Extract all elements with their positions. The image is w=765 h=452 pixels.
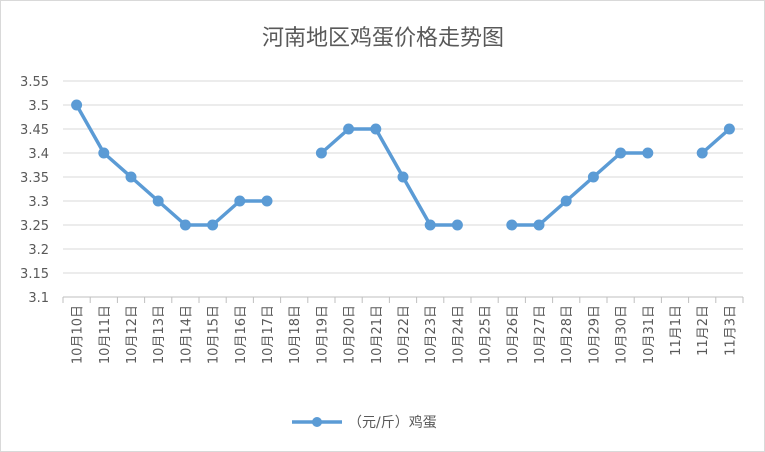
data-point [261, 195, 273, 207]
data-point [642, 147, 654, 159]
x-tick-label: 10月31日 [642, 305, 657, 364]
data-point [533, 219, 545, 231]
x-tick-label: 10月28日 [560, 305, 575, 364]
y-tick-label: 3.15 [20, 267, 49, 282]
data-point [71, 99, 83, 111]
x-tick-label: 10月23日 [424, 305, 439, 364]
x-tick-label: 11月1日 [669, 305, 684, 356]
data-point [98, 147, 110, 159]
series-path [74, 103, 732, 227]
data-point [560, 195, 572, 207]
x-tick-label: 10月17日 [261, 305, 276, 364]
data-point [696, 147, 708, 159]
x-axis: 10月10日 10月11日 10月12日 10月13日 10月14日 10月15日 10月1… [62, 296, 744, 364]
data-point [179, 219, 191, 231]
x-tick-label: 10月25日 [479, 305, 494, 364]
x-tick-label: 11月2日 [696, 305, 711, 356]
data-point [615, 147, 627, 159]
gridlines [63, 80, 743, 298]
x-tick-label: 10月12日 [125, 305, 140, 364]
data-point [424, 219, 436, 231]
x-tick-label: 10月10日 [71, 305, 86, 364]
data-point [315, 147, 327, 159]
data-point [587, 171, 599, 183]
data-point [397, 171, 409, 183]
x-tick-label: 10月21日 [370, 305, 385, 364]
y-tick-label: 3.2 [28, 243, 49, 258]
x-tick-label: 11月3日 [723, 305, 738, 356]
data-point [506, 219, 518, 231]
x-tick-label: 10月15日 [207, 305, 222, 364]
y-tick-label: 3.55 [20, 75, 49, 90]
data-point [234, 195, 246, 207]
x-tick-label: 10月16日 [234, 305, 249, 364]
x-tick-label: 10月13日 [152, 305, 167, 364]
series-line [71, 99, 735, 231]
data-point [451, 219, 463, 231]
y-tick-label: 3.25 [20, 219, 49, 234]
data-point [207, 219, 219, 231]
x-tick-label: 10月24日 [451, 305, 466, 364]
x-tick-label: 10月18日 [288, 305, 303, 364]
data-point [723, 123, 735, 135]
x-tick-label: 10月20日 [343, 305, 358, 364]
y-axis-ticks: 3.1 3.15 3.2 3.25 3.3 3.35 3.4 3.45 3.5 3.55 [20, 75, 49, 306]
x-tick-label: 10月29日 [587, 305, 602, 364]
legend-label: （元/斤）鸡蛋 [348, 414, 437, 431]
x-tick-label: 10月22日 [397, 305, 412, 364]
y-tick-label: 3.5 [28, 99, 49, 114]
chart-title: 河南地区鸡蛋价格走势图 [262, 26, 504, 51]
y-tick-label: 3.1 [28, 291, 49, 306]
x-tick-label: 10月19日 [315, 305, 330, 364]
x-tick-label: 10月26日 [506, 305, 521, 364]
data-point [125, 171, 137, 183]
y-tick-label: 3.4 [28, 147, 49, 162]
x-tick-label: 10月11日 [98, 305, 113, 364]
y-tick-label: 3.45 [20, 123, 49, 138]
y-tick-label: 3.35 [20, 171, 49, 186]
x-tick-label: 10月30日 [615, 305, 630, 364]
legend: （元/斤）鸡蛋 [292, 414, 437, 431]
data-point [370, 123, 382, 135]
data-point [152, 195, 164, 207]
y-tick-label: 3.3 [28, 195, 49, 210]
x-tick-label: 10月27日 [533, 305, 548, 364]
x-tick-label: 10月14日 [179, 305, 194, 364]
legend-marker [312, 417, 322, 427]
data-point [343, 123, 355, 135]
